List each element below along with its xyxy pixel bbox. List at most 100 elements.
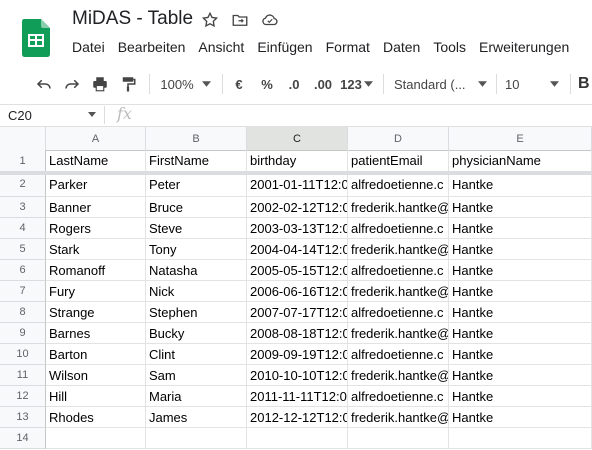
zoom-chevron-down-icon[interactable]: [200, 72, 212, 96]
sheets-logo-icon[interactable]: [22, 19, 50, 57]
cell-e8[interactable]: Hantke: [449, 302, 592, 323]
menu-item-bearbeiten[interactable]: Bearbeiten: [117, 39, 186, 55]
cell-a11[interactable]: Wilson: [46, 365, 146, 386]
cell-d2[interactable]: alfredoetienne.c: [348, 172, 449, 197]
row-header-7[interactable]: 7: [0, 281, 46, 302]
cell-c14[interactable]: [247, 428, 348, 449]
cell-c3[interactable]: 2002-02-12T12:0: [247, 197, 348, 218]
cell-a9[interactable]: Barnes: [46, 323, 146, 344]
cell-a1[interactable]: LastName: [46, 150, 146, 172]
cell-d9[interactable]: frederik.hantke@: [348, 323, 449, 344]
cell-c5[interactable]: 2004-04-14T12:0: [247, 239, 348, 260]
cell-e6[interactable]: Hantke: [449, 260, 592, 281]
cell-a6[interactable]: Romanoff: [46, 260, 146, 281]
cell-d1[interactable]: patientEmail: [348, 150, 449, 172]
cell-c6[interactable]: 2005-05-15T12:0: [247, 260, 348, 281]
cell-d14[interactable]: [348, 428, 449, 449]
cell-b10[interactable]: Clint: [146, 344, 247, 365]
paint-format-icon[interactable]: [117, 72, 139, 96]
font-family-select[interactable]: Standard (...: [394, 76, 466, 92]
cell-a12[interactable]: Hill: [46, 386, 146, 407]
star-icon[interactable]: [200, 10, 220, 30]
cell-b11[interactable]: Sam: [146, 365, 247, 386]
cell-c7[interactable]: 2006-06-16T12:0: [247, 281, 348, 302]
cell-e4[interactable]: Hantke: [449, 218, 592, 239]
cell-e9[interactable]: Hantke: [449, 323, 592, 344]
cell-e10[interactable]: Hantke: [449, 344, 592, 365]
cell-e7[interactable]: Hantke: [449, 281, 592, 302]
cell-e1[interactable]: physicianName: [449, 150, 592, 172]
frozen-row-divider[interactable]: [0, 171, 592, 175]
move-folder-icon[interactable]: [230, 10, 250, 30]
undo-icon[interactable]: [33, 72, 55, 96]
row-header-2[interactable]: 2: [0, 172, 46, 197]
cloud-status-icon[interactable]: [260, 10, 280, 30]
cell-e14[interactable]: [449, 428, 592, 449]
column-header-b[interactable]: B: [146, 127, 247, 151]
cell-b14[interactable]: [146, 428, 247, 449]
cell-b8[interactable]: Stephen: [146, 302, 247, 323]
menu-item-einfuegen[interactable]: Einfügen: [257, 39, 313, 55]
cell-a2[interactable]: Parker: [46, 172, 146, 197]
cell-c4[interactable]: 2003-03-13T12:0: [247, 218, 348, 239]
cell-c8[interactable]: 2007-07-17T12:0: [247, 302, 348, 323]
increase-decimals-button[interactable]: .00: [313, 76, 333, 92]
cell-a14[interactable]: [46, 428, 146, 449]
decrease-decimals-button[interactable]: .0: [288, 76, 300, 92]
column-header-d[interactable]: D: [348, 127, 449, 151]
menu-item-daten[interactable]: Daten: [382, 39, 421, 55]
cell-d4[interactable]: alfredoetienne.c: [348, 218, 449, 239]
row-header-11[interactable]: 11: [0, 365, 46, 386]
zoom-select[interactable]: 100%: [160, 76, 194, 92]
more-formats-chevron-down-icon[interactable]: [362, 72, 374, 96]
cell-d3[interactable]: frederik.hantke@: [348, 197, 449, 218]
cell-a8[interactable]: Strange: [46, 302, 146, 323]
cell-b12[interactable]: Maria: [146, 386, 247, 407]
cell-d6[interactable]: alfredoetienne.c: [348, 260, 449, 281]
row-header-13[interactable]: 13: [0, 407, 46, 428]
cell-b3[interactable]: Bruce: [146, 197, 247, 218]
column-header-a[interactable]: A: [46, 127, 146, 151]
name-box[interactable]: C20: [8, 107, 32, 123]
document-title[interactable]: MiDAS - Table: [72, 8, 194, 29]
row-header-8[interactable]: 8: [0, 302, 46, 323]
row-header-1[interactable]: 1: [0, 150, 46, 172]
row-header-14[interactable]: 14: [0, 428, 46, 449]
row-header-10[interactable]: 10: [0, 344, 46, 365]
cell-e3[interactable]: Hantke: [449, 197, 592, 218]
cell-c11[interactable]: 2010-10-10T12:0: [247, 365, 348, 386]
print-icon[interactable]: [89, 72, 111, 96]
cell-d13[interactable]: frederik.hantke@: [348, 407, 449, 428]
cell-b7[interactable]: Nick: [146, 281, 247, 302]
cell-b9[interactable]: Bucky: [146, 323, 247, 344]
cell-a3[interactable]: Banner: [46, 197, 146, 218]
cell-c9[interactable]: 2008-08-18T12:0: [247, 323, 348, 344]
cell-e12[interactable]: Hantke: [449, 386, 592, 407]
cell-b13[interactable]: James: [146, 407, 247, 428]
cell-a4[interactable]: Rogers: [46, 218, 146, 239]
row-header-12[interactable]: 12: [0, 386, 46, 407]
column-header-e[interactable]: E: [449, 127, 592, 151]
cell-b5[interactable]: Tony: [146, 239, 247, 260]
format-currency-button[interactable]: €: [235, 76, 243, 92]
menu-item-datei[interactable]: Datei: [72, 39, 105, 55]
row-header-4[interactable]: 4: [0, 218, 46, 239]
cell-c2[interactable]: 2001-01-11T12:0: [247, 172, 348, 197]
formula-input[interactable]: [145, 106, 585, 124]
cell-c10[interactable]: 2009-09-19T12:0: [247, 344, 348, 365]
cell-e11[interactable]: Hantke: [449, 365, 592, 386]
cell-b6[interactable]: Natasha: [146, 260, 247, 281]
cell-d10[interactable]: alfredoetienne.c: [348, 344, 449, 365]
row-header-9[interactable]: 9: [0, 323, 46, 344]
more-formats-button[interactable]: 123: [340, 76, 362, 92]
font-size-select[interactable]: 10: [505, 76, 520, 92]
cell-c1[interactable]: birthday: [247, 150, 348, 172]
menu-item-erweiterungen[interactable]: Erweiterungen: [479, 39, 570, 55]
cell-c12[interactable]: 2011-11-11T12:0: [247, 386, 348, 407]
cell-d8[interactable]: alfredoetienne.c: [348, 302, 449, 323]
cell-d11[interactable]: frederik.hantke@: [348, 365, 449, 386]
cell-b4[interactable]: Steve: [146, 218, 247, 239]
cell-a7[interactable]: Fury: [46, 281, 146, 302]
format-percent-button[interactable]: %: [261, 76, 273, 92]
cell-a13[interactable]: Rhodes: [46, 407, 146, 428]
